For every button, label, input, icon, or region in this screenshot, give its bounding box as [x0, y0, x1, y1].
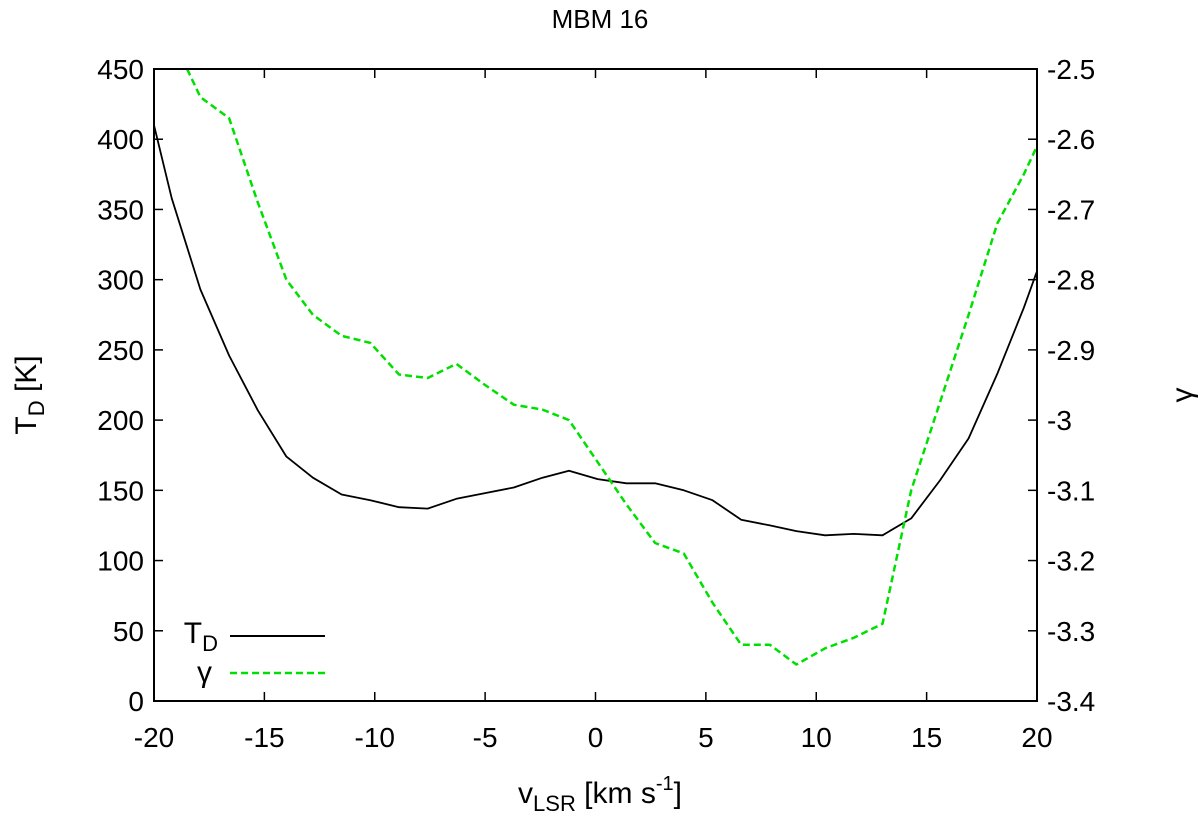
- x-tick-label: -5: [473, 722, 498, 753]
- series-line-td: [153, 124, 1038, 537]
- y-left-tick-label: 0: [128, 686, 144, 717]
- series-line-gamma: [185, 68, 1039, 666]
- x-axis-label-units: [km s: [576, 777, 656, 810]
- legend-label-td: TD: [184, 617, 218, 656]
- x-axis-label-main: v: [518, 777, 533, 810]
- y-right-tick-label: -3: [1047, 405, 1072, 436]
- y-right-tick-label: -2.8: [1047, 265, 1095, 296]
- legend-label-td-main: T: [184, 617, 202, 650]
- y-right-tick-label: -3.3: [1047, 616, 1095, 647]
- legend-label-gamma: γ: [197, 656, 212, 689]
- x-axis-label-sup: -1: [656, 773, 674, 795]
- x-tick-label: -10: [355, 722, 395, 753]
- y-right-tick-label: -2.9: [1047, 335, 1095, 366]
- x-tick-label: 5: [698, 722, 714, 753]
- x-tick-label: 20: [1021, 722, 1052, 753]
- tick-group: -20 -15 -10 -5 0 5 10 15 20050100150200250300350…: [97, 54, 1095, 753]
- x-tick-label: 0: [588, 722, 604, 753]
- x-tick-label: -15: [244, 722, 284, 753]
- x-axis-label-sub: LSR: [533, 791, 576, 813]
- chart-title: MBM 16: [552, 4, 649, 34]
- y-left-tick-label: 300: [97, 265, 144, 296]
- y-left-tick-label: 400: [97, 124, 144, 155]
- x-axis-label: vLSR [km s-1]: [518, 773, 682, 813]
- y-right-tick-label: -2.7: [1047, 194, 1095, 225]
- y-right-tick-label: -2.5: [1047, 54, 1095, 85]
- x-tick-label: 15: [911, 722, 942, 753]
- y-left-tick-label: 250: [97, 335, 144, 366]
- y-axis-left-label-main: T: [10, 416, 43, 434]
- x-tick-label: 10: [801, 722, 832, 753]
- y-axis-left-label-sub: D: [24, 400, 49, 416]
- y-left-tick-label: 50: [113, 616, 144, 647]
- y-left-tick-label: 200: [97, 405, 144, 436]
- y-axis-left-label: TD [K]: [10, 355, 49, 434]
- y-left-tick-label: 150: [97, 475, 144, 506]
- x-tick-label: -20: [134, 722, 174, 753]
- y-left-tick-label: 350: [97, 194, 144, 225]
- x-axis-label-end: ]: [674, 777, 682, 810]
- y-axis-left-label-units: [K]: [10, 355, 43, 400]
- y-left-tick-label: 450: [97, 54, 144, 85]
- y-right-tick-label: -2.6: [1047, 124, 1095, 155]
- series-group: [153, 68, 1039, 666]
- y-right-tick-label: -3.1: [1047, 475, 1095, 506]
- y-left-tick-label: 100: [97, 546, 144, 577]
- y-right-tick-label: -3.4: [1047, 686, 1095, 717]
- y-axis-right-label: γ: [1166, 388, 1199, 403]
- y-right-tick-label: -3.2: [1047, 546, 1095, 577]
- plot-frame: [153, 68, 1038, 702]
- legend-label-td-sub: D: [202, 631, 218, 656]
- legend: TD γ: [184, 617, 325, 689]
